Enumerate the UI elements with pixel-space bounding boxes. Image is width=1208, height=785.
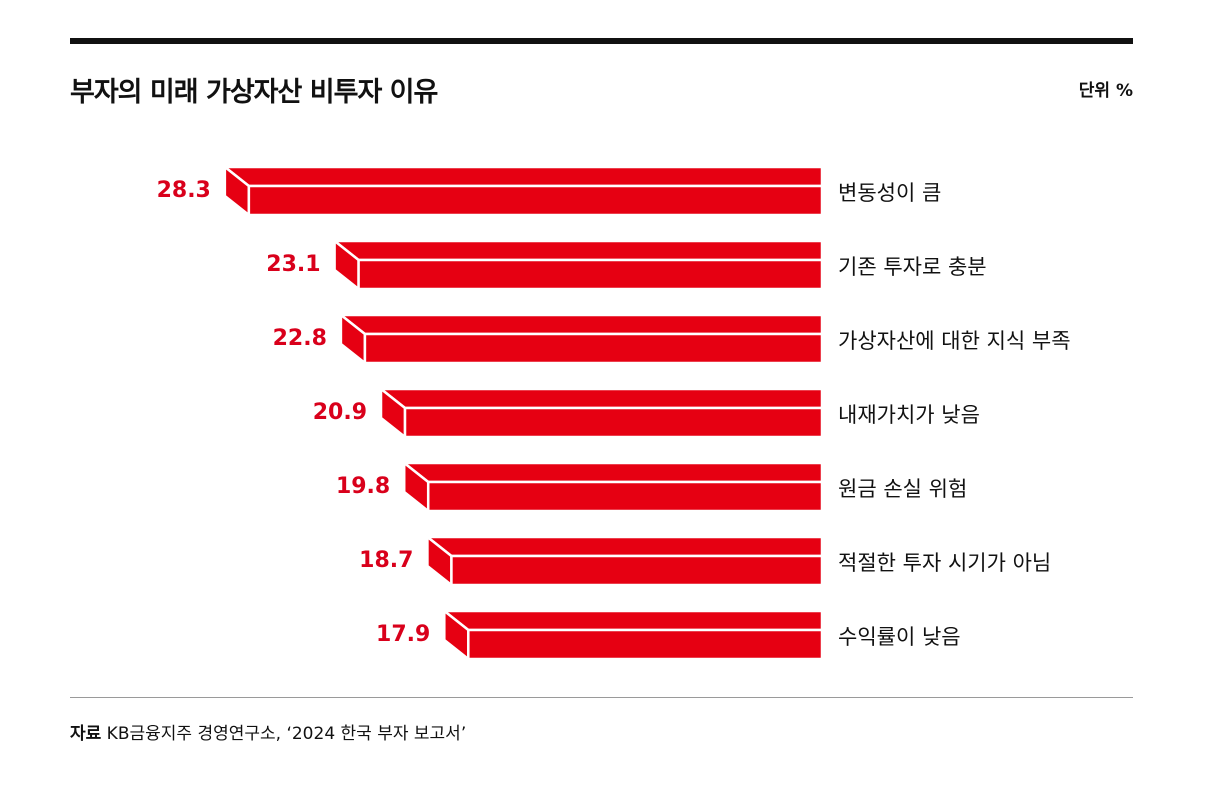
value-label: 20.9 (313, 400, 367, 425)
category-label: 내재가치가 낮음 (838, 403, 980, 427)
category-label: 변동성이 큼 (838, 181, 941, 205)
bar-front-face (426, 480, 824, 513)
value-label: 19.8 (336, 474, 390, 499)
bar-front-face (450, 554, 824, 587)
bar-3: 22.8 가상자산에 대한 지식 부족 (273, 313, 1071, 365)
category-label: 수익률이 낮음 (838, 625, 961, 649)
bar-top-face (443, 609, 824, 632)
category-label: 원금 손실 위험 (838, 477, 967, 501)
value-label: 18.7 (359, 548, 413, 573)
bar-front-face (247, 184, 824, 217)
bar-top-face (223, 165, 824, 188)
bar-top-face (426, 535, 824, 558)
bar-top-face (402, 461, 824, 484)
source-text: KB금융지주 경영연구소, ‘2024 한국 부자 보고서’ (101, 724, 467, 744)
category-label: 가상자산에 대한 지식 부족 (838, 329, 1071, 353)
bar-top-face (339, 313, 824, 336)
bar-front-face (403, 406, 824, 439)
bar-6: 18.7 적절한 투자 시기가 아님 (359, 535, 1051, 587)
bar-top-face (333, 239, 824, 262)
bar-front-face (467, 628, 824, 661)
value-label: 17.9 (376, 622, 430, 647)
top-rule (70, 38, 1133, 44)
bar-7: 17.9 수익률이 낮음 (376, 609, 961, 661)
chart-title: 부자의 미래 가상자산 비투자 이유 (70, 77, 438, 108)
category-label: 적절한 투자 시기가 아님 (838, 551, 1051, 575)
bar-5: 19.8 원금 손실 위험 (336, 461, 967, 513)
value-label: 22.8 (273, 326, 327, 351)
bar-4: 20.9 내재가치가 낮음 (313, 387, 980, 439)
source-label: 자료 (70, 724, 102, 744)
source-note: 자료 KB금융지주 경영연구소, ‘2024 한국 부자 보고서’ (70, 719, 466, 744)
category-label: 기존 투자로 충분 (838, 255, 987, 279)
bar-front-face (357, 258, 824, 291)
bottom-rule (70, 697, 1133, 698)
value-label: 23.1 (266, 252, 320, 277)
value-label: 28.3 (157, 178, 211, 203)
bar-2: 23.1 기존 투자로 충분 (266, 239, 987, 291)
bar-top-face (379, 387, 824, 410)
bar-front-face (363, 332, 824, 365)
unit-label: 단위 % (1078, 81, 1133, 101)
bar-1: 28.3 변동성이 큼 (157, 165, 941, 217)
